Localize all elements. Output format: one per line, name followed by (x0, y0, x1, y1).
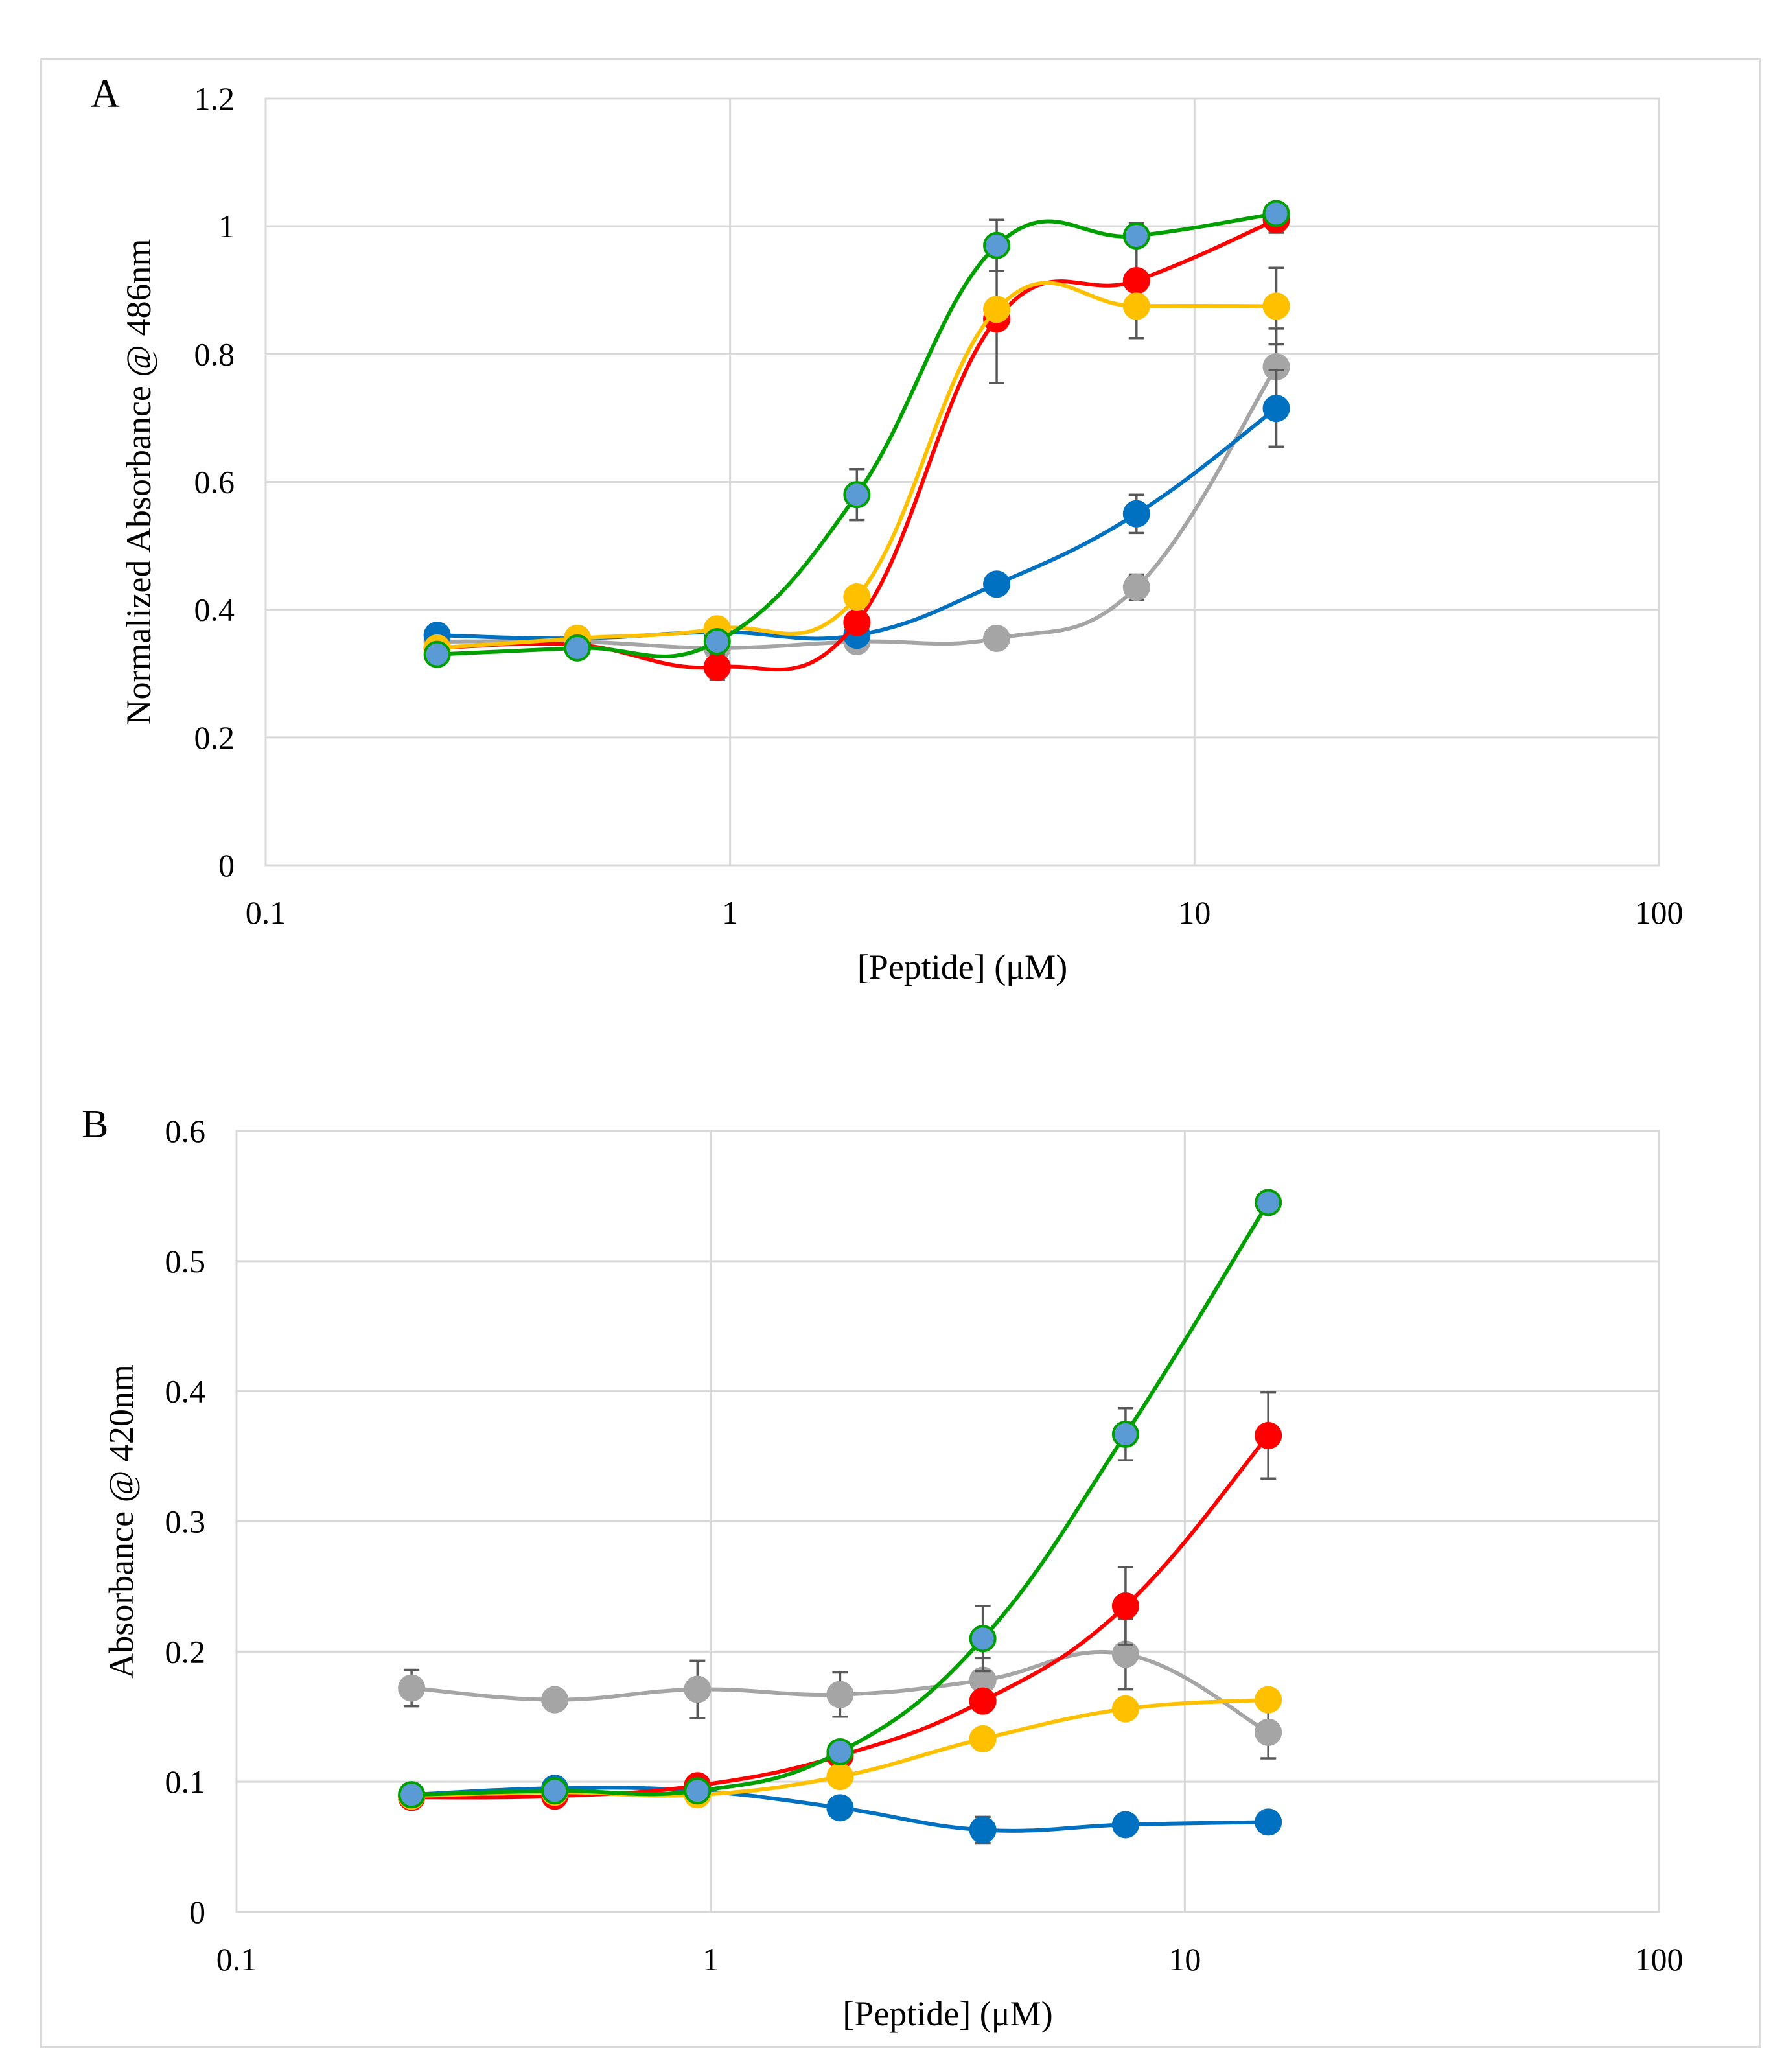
panel-a-y-tick-label: 0 (218, 847, 235, 883)
panel-b-y-tick-label: 0.5 (165, 1243, 206, 1279)
panel-a-x-axis-title: [Peptide] (μM) (857, 948, 1067, 986)
panel-a-data-point (983, 231, 1011, 259)
panel-a-y-tick-label: 0.2 (194, 719, 235, 756)
panel-a-data-point (1262, 395, 1290, 423)
panel-b-data-point (969, 1816, 997, 1844)
panel-a-grid (264, 97, 1660, 867)
panel-a-data-point (983, 570, 1011, 598)
panel-b-y-tick-label: 0.6 (165, 1113, 206, 1149)
panel-a-y-tick-label: 0.6 (194, 464, 235, 500)
panel-b-series-line (410, 1200, 1271, 1797)
panel-a-letter: A (91, 72, 120, 116)
panel-b-data-point (541, 1777, 569, 1805)
panel-b-data-point (398, 1674, 426, 1702)
panel-a-x-tick-label: 0.1 (246, 894, 286, 931)
panel-a-y-tick-label: 1.2 (194, 80, 235, 117)
panel-b-y-tick-label: 0.3 (165, 1504, 206, 1540)
panel-a-y-tick-label: 1 (218, 208, 235, 244)
panel-b-data-point (826, 1794, 854, 1822)
panel-a-data-point (564, 634, 592, 662)
panel-b-x-tick-label: 0.1 (216, 1941, 257, 1977)
panel-b-data-point (1111, 1592, 1139, 1620)
panel-a-data-point (1262, 200, 1290, 227)
panel-b-series (398, 1189, 1282, 1845)
panel-b-data-point (1111, 1695, 1139, 1723)
panel-a-data-point (703, 653, 731, 681)
panel-a-data-point (423, 640, 451, 668)
panel-b-series-gray (398, 1618, 1282, 1760)
panel-a-data-point (983, 625, 1011, 653)
panel-a-data-point (983, 296, 1011, 323)
panel-a-data-point (843, 583, 871, 611)
panel-b-y-axis-title: Absorbance @ 420nm (102, 1364, 141, 1679)
panel-a-ticks: 0 0.2 0.4 0.6 0.8 1 1.2 0.1 1 10 100 (194, 80, 1684, 931)
panel-a-data-point (1122, 292, 1150, 320)
panel-a-data-point (843, 481, 871, 509)
panel-b-y-tick-label: 0.4 (165, 1373, 206, 1410)
panel-b-series-green (398, 1189, 1282, 1809)
panel-b-data-point (826, 1738, 854, 1765)
panel-a-data-point (1122, 222, 1150, 250)
panel-b-data-point (541, 1686, 569, 1714)
panel-a-series (423, 200, 1290, 681)
panel-a: A 0 0.2 0.4 0.6 0.8 1 1.2 0.1 1 10 100 [Peptide] (… (91, 72, 1684, 986)
panel-b-y-tick-label: 0 (189, 1894, 205, 1930)
panel-b-data-point (826, 1763, 854, 1791)
panel-b-data-point (969, 1687, 997, 1715)
panel-a-data-point (703, 627, 731, 655)
panel-b: B 0 0.1 0.2 0.3 0.4 0.5 0.6 0.1 1 10 100 [Peptide]… (82, 1102, 1684, 2033)
panel-b-data-point (398, 1781, 426, 1809)
panel-a-plot-area (264, 97, 1660, 867)
panel-b-grid (235, 1130, 1660, 1913)
panel-b-x-tick-label: 1 (702, 1941, 719, 1977)
panel-b-x-tick-label: 100 (1635, 1941, 1684, 1977)
panel-b-data-point (684, 1675, 712, 1703)
panel-b-data-point (1111, 1811, 1139, 1839)
panel-b-y-tick-label: 0.2 (165, 1633, 206, 1670)
panel-b-data-point (684, 1777, 712, 1805)
panel-b-data-point (1255, 1189, 1282, 1216)
panel-a-data-point (1122, 574, 1150, 601)
panel-b-data-point (969, 1625, 997, 1653)
panel-a-y-tick-label: 0.4 (194, 592, 235, 628)
panel-a-x-tick-label: 10 (1178, 894, 1211, 931)
panel-a-x-tick-label: 100 (1635, 894, 1684, 931)
panel-a-data-point (1262, 292, 1290, 320)
panel-a-series-green (423, 200, 1290, 668)
panel-b-y-tick-label: 0.1 (165, 1764, 206, 1800)
panel-b-plot-area (235, 1130, 1660, 1913)
panel-b-x-tick-label: 10 (1168, 1941, 1201, 1977)
panel-b-data-point (1255, 1718, 1282, 1746)
panel-b-data-point (1255, 1686, 1282, 1714)
panel-b-data-point (1111, 1420, 1139, 1448)
panel-a-y-axis-title: Normalized Absorbance @ 486nm (119, 239, 158, 725)
panel-a-data-point (1122, 500, 1150, 528)
panel-b-data-point (969, 1725, 997, 1752)
panel-a-data-point (843, 609, 871, 636)
panel-a-y-tick-label: 0.8 (194, 336, 235, 372)
panel-b-x-axis-title: [Peptide] (μM) (842, 1994, 1052, 2033)
panel-b-data-point (1255, 1421, 1282, 1449)
panel-a-x-tick-label: 1 (722, 894, 738, 931)
panel-a-data-point (1122, 266, 1150, 294)
panel-b-data-point (1255, 1808, 1282, 1836)
panel-b-ticks: 0 0.1 0.2 0.3 0.4 0.5 0.6 0.1 1 10 100 (165, 1113, 1684, 1977)
panel-b-letter: B (82, 1102, 108, 1147)
panel-b-data-point (826, 1681, 854, 1708)
panel-a-series-yellow (423, 266, 1290, 662)
